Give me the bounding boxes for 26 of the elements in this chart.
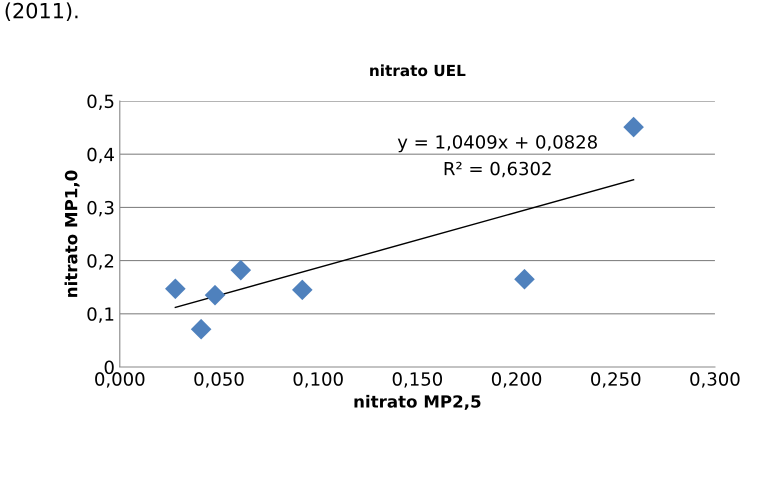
annotation: R² = 0,6302 — [444, 162, 551, 178]
annotation: y = 1,0409x + 0,0828 — [398, 135, 597, 152]
point — [204, 284, 226, 306]
x-tick-label: 0,000 — [95, 372, 144, 388]
x-tick-label: 0,300 — [690, 372, 740, 388]
point — [292, 280, 313, 300]
point — [623, 116, 644, 138]
x-tick-label: 0,250 — [591, 372, 640, 388]
y-tick-label: 0,4 — [87, 148, 114, 164]
text: (2011). — [6, 2, 78, 21]
y-tick-label: 0,1 — [87, 307, 114, 323]
x-tick-label: 0,200 — [492, 372, 542, 388]
y-tick-label: 0,3 — [87, 200, 114, 216]
point — [514, 268, 535, 290]
x-tick-label: 0,150 — [392, 372, 442, 388]
x-tick-label: 0,100 — [294, 372, 343, 388]
y-axis-title: nitrato MP1,0 — [64, 170, 80, 297]
point — [165, 278, 186, 300]
x-tick-label: 0,050 — [194, 372, 244, 388]
point — [190, 318, 212, 340]
y-tick-label: 0,5 — [87, 94, 114, 110]
y-tick-label: 0 — [104, 360, 114, 374]
y-tick-label: 0,2 — [87, 254, 114, 270]
point — [230, 260, 252, 280]
chart-title: nitrato UEL — [370, 64, 466, 76]
x-axis-title: nitrato MP2,5 — [354, 394, 480, 410]
